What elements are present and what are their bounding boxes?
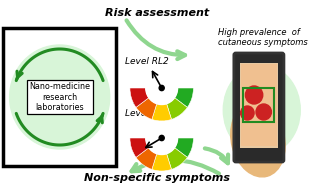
- Wedge shape: [152, 104, 171, 121]
- FancyArrowPatch shape: [132, 160, 219, 174]
- Wedge shape: [130, 138, 149, 157]
- Text: Non-specific symptoms: Non-specific symptoms: [84, 173, 230, 183]
- Text: Guidance: Guidance: [140, 148, 183, 157]
- FancyBboxPatch shape: [240, 63, 278, 148]
- Text: CB NanoTool: CB NanoTool: [133, 98, 190, 107]
- Circle shape: [256, 104, 272, 120]
- Wedge shape: [130, 88, 149, 107]
- FancyArrowPatch shape: [205, 148, 228, 163]
- Circle shape: [146, 71, 178, 105]
- Wedge shape: [152, 154, 171, 171]
- Circle shape: [241, 106, 254, 120]
- Text: Level A: Level A: [125, 108, 158, 118]
- FancyBboxPatch shape: [3, 28, 116, 166]
- Circle shape: [159, 135, 164, 141]
- Circle shape: [146, 122, 178, 154]
- Wedge shape: [167, 98, 187, 119]
- Wedge shape: [167, 148, 187, 169]
- Circle shape: [159, 85, 164, 91]
- Text: Level RL2: Level RL2: [125, 57, 169, 67]
- Wedge shape: [136, 148, 157, 169]
- Circle shape: [10, 45, 110, 149]
- FancyBboxPatch shape: [234, 53, 284, 162]
- Wedge shape: [174, 88, 193, 107]
- FancyBboxPatch shape: [241, 64, 277, 146]
- Wedge shape: [136, 98, 157, 119]
- Text: Nano-medicine
research
laboratories: Nano-medicine research laboratories: [29, 82, 90, 112]
- Text: High prevalence  of
cutaneous symptoms: High prevalence of cutaneous symptoms: [217, 28, 307, 47]
- FancyArrowPatch shape: [126, 20, 185, 59]
- Ellipse shape: [231, 103, 285, 177]
- Ellipse shape: [223, 65, 300, 155]
- Wedge shape: [174, 138, 193, 157]
- Text: Risk assessment: Risk assessment: [105, 8, 209, 18]
- Circle shape: [245, 86, 263, 104]
